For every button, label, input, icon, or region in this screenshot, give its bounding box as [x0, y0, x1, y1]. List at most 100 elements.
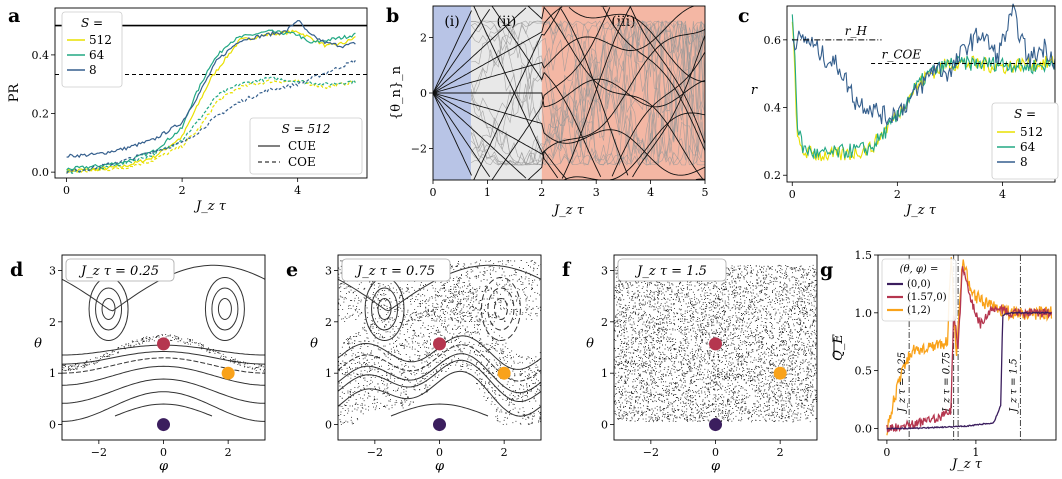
y-tick-label: 1 — [601, 367, 608, 380]
legend-title: S = — [81, 16, 103, 30]
eigenphase-line — [433, 92, 705, 176]
time-marker-label: J_z τ = 1.5 — [1008, 358, 1019, 414]
region-label: (ii) — [496, 14, 516, 30]
y-tick-label: 1 — [325, 367, 332, 380]
y-axis-label: PR — [7, 83, 22, 103]
eigenphase-line — [433, 6, 705, 180]
plot-frame — [786, 5, 1056, 183]
chaotic-dots — [62, 333, 265, 372]
series-line-512 — [66, 29, 356, 173]
series-line-8-COE — [66, 60, 356, 174]
x-tick-label: 1 — [484, 186, 491, 199]
panel-letter-f: f — [562, 259, 572, 281]
panel-g-plot: J_z τ = 0.25 J_z τ = 0.75 J_z τ = 1.5 0 1 0.0… — [831, 249, 1057, 472]
island-orbit — [95, 287, 123, 331]
legend-entry: 512 — [1020, 125, 1043, 139]
annotation: r_H — [845, 24, 868, 38]
initial-state-point — [157, 418, 170, 432]
y-tick-label: 0.2 — [32, 108, 50, 121]
x-axis-label: J_z τ — [903, 203, 937, 218]
orbit-line — [62, 365, 265, 386]
initial-state-point — [709, 418, 722, 432]
annotation: r_COE — [882, 47, 922, 61]
x-tick-label: 0 — [160, 446, 167, 459]
legend2-entry: COE — [288, 155, 316, 169]
x-tick-label: 2 — [225, 446, 232, 459]
eigenphase-line-gray — [470, 20, 705, 166]
eigenphase-lines — [433, 6, 705, 180]
time-marker-label: J_z τ = 0.25 — [897, 352, 908, 414]
panel-e-plot: −2 0 2 0 1 2 3 φ θ J_z τ = 0.75 — [310, 254, 542, 474]
y-axis-label: θ — [310, 337, 318, 352]
x-axis-label: J_z τ — [949, 457, 983, 472]
y-tick-label: 0.5 — [855, 365, 873, 378]
y-tick-label: 0.4 — [32, 49, 50, 62]
x-tick-label: −2 — [643, 446, 659, 459]
x-tick-label: −2 — [367, 446, 383, 459]
y-tick-label: 0 — [601, 419, 608, 432]
orbit-line — [390, 403, 489, 417]
eigenphase-line-gray — [470, 20, 705, 166]
y-axis-label: θ — [586, 337, 594, 352]
qe-lines: J_z τ = 0.25 J_z τ = 0.75 J_z τ = 1.5 — [886, 255, 1053, 440]
legend-entry: 64 — [1020, 140, 1036, 154]
y-tick-label: 0 — [325, 419, 332, 432]
y-tick-label: 0.6 — [764, 34, 782, 47]
time-label-box — [617, 258, 727, 282]
y-axis-label: θ — [34, 337, 42, 352]
series-line-64 — [791, 14, 1056, 160]
y-tick-label: 3 — [49, 264, 56, 277]
panel-letter-e: e — [286, 259, 298, 281]
x-tick-label: 5 — [702, 186, 709, 199]
time-label-box — [65, 258, 175, 282]
panel-letter-a: a — [8, 5, 20, 27]
x-tick-label: −2 — [91, 446, 107, 459]
x-tick-label: 4 — [294, 184, 301, 197]
island-orbit — [371, 287, 399, 331]
legend2-title: S = 512 — [282, 122, 331, 136]
y-tick-label: 1 — [49, 367, 56, 380]
x-tick-label: 2 — [894, 188, 901, 201]
eigenphase-line — [433, 6, 705, 179]
x-tick-label: 4 — [999, 188, 1006, 201]
orbit-line — [62, 391, 265, 422]
panel-d-plot: −2 0 2 0 1 2 3 φ θ J_z τ = 0.25 — [34, 254, 266, 474]
orbit-line — [114, 403, 213, 417]
legend-box — [61, 11, 123, 88]
eigenphase-line — [433, 78, 705, 108]
x-axis-label: J_z τ — [551, 203, 585, 218]
legend-entry: 8 — [89, 63, 97, 77]
x-tick-label: 0 — [63, 184, 70, 197]
x-tick-label: 0 — [883, 446, 890, 459]
initial-state-point — [497, 366, 511, 380]
orbit-line — [338, 353, 541, 394]
y-tick-label: 0 — [49, 419, 56, 432]
eigenphase-line-gray — [470, 20, 705, 166]
island-orbit — [493, 297, 508, 320]
x-tick-label: 0 — [436, 446, 443, 459]
time-label: J_z τ = 1.5 — [634, 264, 707, 279]
x-axis-label: φ — [159, 459, 169, 474]
island-orbit — [487, 287, 515, 331]
legend-box — [991, 102, 1059, 180]
legend-entry: (0,0) — [907, 279, 931, 290]
series-line — [886, 311, 1052, 430]
y-tick-label: 1.5 — [855, 249, 873, 262]
initial-state-point — [773, 366, 787, 380]
series-line-64-COE — [66, 76, 356, 174]
y-tick-label: −2 — [411, 142, 427, 155]
initial-state-point — [709, 337, 722, 351]
y-tick-label: 2 — [325, 316, 332, 329]
panel-letter-g: g — [820, 259, 833, 281]
eigenphase-line — [433, 6, 705, 180]
legend-entry: 512 — [89, 33, 112, 47]
x-axis-label: J_z τ — [193, 199, 227, 214]
y-tick-label: 2 — [601, 316, 608, 329]
y-tick-label: 0.0 — [32, 166, 50, 179]
eigenphase-line — [433, 7, 705, 180]
time-label: J_z τ = 0.75 — [354, 264, 435, 279]
eigenphase-line — [433, 7, 705, 180]
